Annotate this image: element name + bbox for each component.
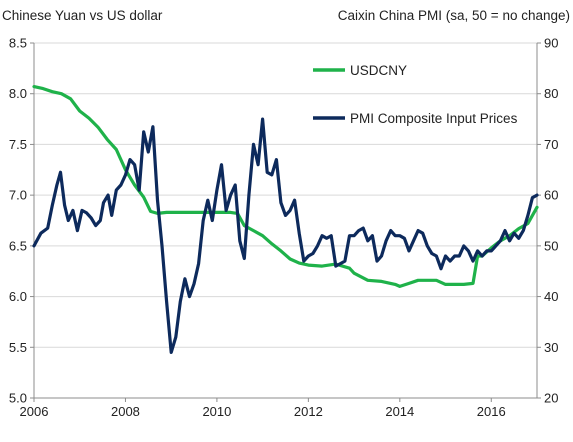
x-tick-label: 2012 — [294, 404, 323, 419]
right-y-tick-label: 50 — [544, 238, 558, 253]
right-y-tick-labels: 90 80 70 60 50 40 30 20 — [537, 36, 558, 406]
x-tick-label: 2010 — [202, 404, 231, 419]
right-y-tick-label: 80 — [544, 86, 558, 101]
x-tick-label: 2008 — [111, 404, 140, 419]
left-axis-title: Chinese Yuan vs US dollar — [2, 8, 163, 23]
x-tick-labels: 2006 2008 2010 2012 2014 2016 — [20, 398, 506, 419]
x-tick-label: 2014 — [385, 404, 414, 419]
series-line-usdcny — [32, 84, 539, 288]
left-y-tick-label: 5.5 — [9, 340, 27, 355]
left-y-tick-label: 6.5 — [9, 238, 27, 253]
right-y-tick-label: 30 — [544, 340, 558, 355]
legend: USDCNY PMI Composite Input Prices — [313, 63, 518, 126]
left-y-tick-label: 7.0 — [9, 188, 27, 203]
legend-label-pmi: PMI Composite Input Prices — [350, 111, 518, 126]
left-y-tick-labels: 8.5 8.0 7.5 7.0 6.5 6.0 5.5 5.0 — [9, 36, 34, 406]
left-y-tick-label: 7.5 — [9, 137, 27, 152]
series — [32, 84, 539, 354]
x-tick-label: 2016 — [477, 404, 506, 419]
left-y-tick-label: 8.5 — [9, 36, 27, 51]
right-axis-title: Caixin China PMI (sa, 50 = no change) — [338, 8, 570, 23]
right-y-tick-label: 40 — [544, 289, 558, 304]
x-tick-label: 2006 — [20, 404, 49, 419]
left-y-tick-label: 8.0 — [9, 86, 27, 101]
grid-lines — [34, 42, 537, 348]
left-y-tick-label: 6.0 — [9, 289, 27, 304]
left-y-tick-label: 5.0 — [9, 391, 27, 406]
right-y-tick-label: 90 — [544, 36, 558, 51]
right-y-tick-label: 20 — [544, 391, 558, 406]
legend-label-usdcny: USDCNY — [350, 63, 407, 78]
axes — [33, 43, 538, 399]
series-line-pmi — [32, 117, 539, 354]
right-y-tick-label: 70 — [544, 137, 558, 152]
right-y-tick-label: 60 — [544, 188, 558, 203]
